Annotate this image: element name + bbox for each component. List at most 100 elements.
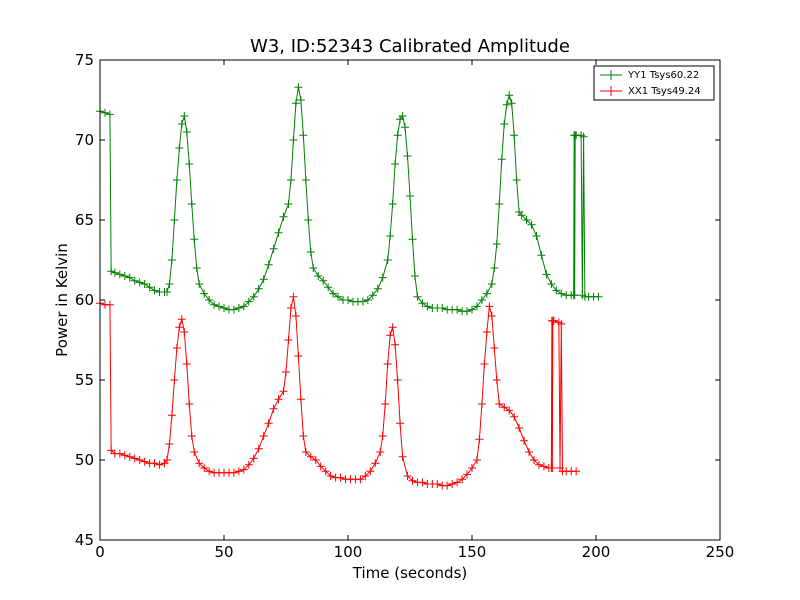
data-point (453, 478, 462, 487)
data-point (306, 452, 315, 461)
data-point (487, 312, 496, 320)
series-layer (96, 83, 603, 490)
data-point (286, 176, 295, 184)
data-point (542, 270, 551, 279)
data-point (472, 302, 481, 311)
legend-marker-xx1 (606, 86, 616, 96)
data-point (378, 273, 387, 282)
data-point (170, 216, 179, 224)
series-yy1 (96, 83, 603, 316)
data-point (175, 144, 184, 152)
data-point (505, 406, 514, 415)
data-point (282, 368, 290, 376)
legend-box (593, 65, 715, 101)
data-point (274, 395, 283, 404)
data-point (190, 235, 199, 244)
data-point (140, 457, 149, 466)
data-point (356, 475, 365, 484)
data-point (316, 462, 325, 471)
data-point (259, 275, 268, 284)
data-point (512, 176, 521, 184)
data-point (321, 467, 330, 476)
data-point (557, 289, 566, 298)
x-tick-label: 0 (95, 543, 105, 561)
data-point (115, 449, 124, 458)
data-point (162, 456, 171, 464)
data-point (376, 448, 385, 456)
data-point (334, 292, 343, 301)
data-point (358, 297, 367, 306)
data-point (381, 400, 390, 408)
data-point (105, 110, 114, 119)
data-point (155, 460, 164, 469)
data-point (234, 304, 243, 312)
data-point (393, 131, 402, 140)
data-point (167, 256, 176, 264)
data-point (557, 320, 566, 328)
data-point (177, 120, 186, 128)
data-point (311, 456, 320, 464)
data-point (177, 315, 186, 324)
data-point (329, 289, 338, 298)
data-point (418, 299, 427, 308)
data-point (525, 448, 534, 456)
data-point (520, 436, 529, 445)
data-point (182, 360, 191, 368)
data-point (274, 228, 283, 237)
data-point (344, 296, 352, 304)
data-point (244, 460, 253, 469)
data-point (185, 160, 194, 168)
data-point (490, 344, 499, 352)
data-point (549, 316, 558, 325)
data-point (205, 467, 214, 476)
data-point (130, 454, 139, 463)
data-point (406, 192, 414, 200)
x-tick-label: 50 (214, 543, 233, 561)
data-point (391, 340, 400, 349)
legend-marker-yy1 (606, 70, 616, 80)
data-point (180, 112, 189, 120)
data-point (423, 302, 432, 311)
legend-label-yy1: YY1 Tsys60.22 (627, 70, 699, 81)
data-point (269, 404, 278, 413)
data-point (249, 292, 258, 301)
data-point (110, 268, 119, 277)
data-point (537, 251, 546, 260)
y-tick-label: 70 (75, 131, 94, 149)
data-point (200, 464, 209, 472)
data-point (291, 99, 300, 108)
data-point (497, 155, 506, 164)
data-point (192, 264, 201, 272)
data-point (299, 131, 308, 140)
data-point (410, 272, 419, 280)
data-point (150, 459, 159, 468)
data-point (170, 376, 179, 384)
data-point (314, 272, 323, 280)
data-point (383, 360, 392, 368)
data-point (552, 286, 561, 295)
data-point (120, 451, 129, 460)
data-point (487, 280, 496, 288)
data-point (502, 100, 511, 109)
data-point (182, 128, 191, 136)
data-point (510, 412, 519, 421)
data-point (107, 267, 116, 276)
data-point (244, 297, 253, 306)
data-point (495, 200, 504, 208)
data-point (463, 307, 472, 316)
data-point (107, 446, 116, 455)
data-point (433, 480, 442, 488)
data-point (500, 403, 509, 412)
data-point (507, 99, 516, 108)
data-point (371, 459, 380, 468)
data-point (413, 292, 422, 301)
data-point (408, 235, 417, 244)
data-point (579, 132, 588, 141)
data-point (289, 136, 298, 144)
data-point (195, 280, 204, 288)
data-point (289, 292, 298, 301)
data-point (453, 305, 462, 314)
data-point (115, 270, 124, 279)
data-point (517, 211, 526, 220)
data-point (172, 176, 181, 184)
